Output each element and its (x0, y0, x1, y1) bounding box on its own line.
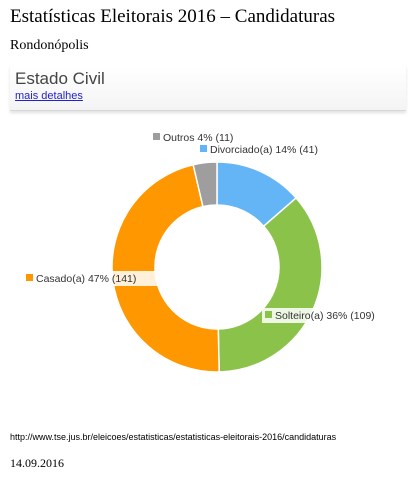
donut-chart: Divorciado(a) 14% (41) Solteiro(a) 36% (1… (23, 130, 408, 373)
slice-label: Divorciado(a) 14% (41) (210, 144, 318, 156)
slice-label-bg (262, 308, 408, 323)
legend-swatch (153, 133, 160, 140)
source-url: http://www.tse.jus.br/eleicoes/estatisti… (10, 432, 337, 442)
slice-label-bg (150, 130, 254, 145)
legend-swatch (265, 311, 272, 318)
slice-label-bg (197, 142, 350, 157)
donut-slice[interactable] (111, 163, 220, 373)
more-details-link[interactable]: mais detalhes (15, 90, 83, 102)
donut-slice[interactable] (217, 196, 323, 373)
slice-label: Solteiro(a) 36% (109) (275, 310, 375, 322)
slice-label: Outros 4% (11) (163, 132, 233, 144)
legend-swatch (200, 145, 207, 152)
slice-label: Casado(a) 47% (141) (36, 273, 136, 285)
chart-panel-header: Estado Civil mais detalhes (10, 66, 406, 111)
slice-label-bg (23, 271, 157, 286)
page-title: Estatísticas Eleitorais 2016 – Candidatu… (10, 6, 336, 27)
legend-swatch (26, 274, 33, 281)
page-subtitle: Rondonópolis (10, 38, 89, 53)
date-label: 14.09.2016 (10, 456, 64, 470)
donut-slice[interactable] (192, 161, 218, 208)
panel-title: Estado Civil (15, 69, 105, 88)
